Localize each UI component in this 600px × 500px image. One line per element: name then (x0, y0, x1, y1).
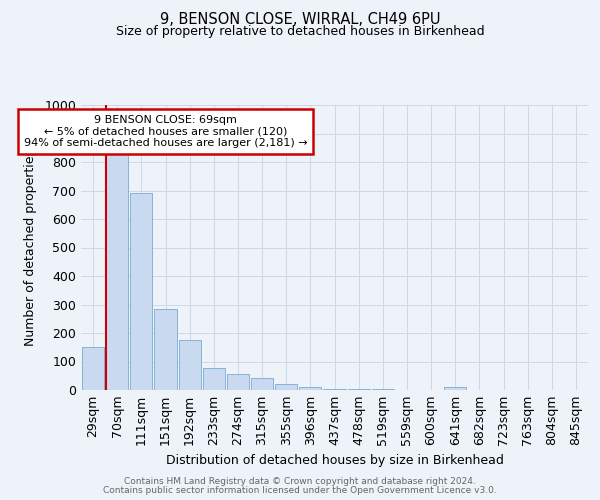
Y-axis label: Number of detached properties: Number of detached properties (25, 149, 37, 346)
Bar (347, 389, 370, 390)
Bar (275, 384, 298, 390)
Bar (444, 387, 466, 390)
Bar (179, 340, 201, 390)
Bar (154, 309, 176, 390)
Text: 9, BENSON CLOSE, WIRRAL, CH49 6PU: 9, BENSON CLOSE, WIRRAL, CH49 6PU (160, 12, 440, 28)
Bar (106, 154, 128, 390)
X-axis label: Distribution of detached houses by size in Birkenhead: Distribution of detached houses by size … (166, 454, 503, 466)
Text: Contains public sector information licensed under the Open Government Licence v3: Contains public sector information licen… (103, 486, 497, 495)
Bar (82, 347, 104, 390)
Bar (130, 194, 152, 390)
Text: Contains HM Land Registry data © Crown copyright and database right 2024.: Contains HM Land Registry data © Crown c… (124, 477, 476, 486)
Bar (203, 368, 225, 390)
Text: Size of property relative to detached houses in Birkenhead: Size of property relative to detached ho… (116, 25, 484, 38)
Bar (251, 378, 273, 390)
Bar (299, 387, 322, 390)
Bar (227, 374, 249, 390)
Bar (323, 388, 346, 390)
Text: 9 BENSON CLOSE: 69sqm
← 5% of detached houses are smaller (120)
94% of semi-deta: 9 BENSON CLOSE: 69sqm ← 5% of detached h… (23, 115, 307, 148)
